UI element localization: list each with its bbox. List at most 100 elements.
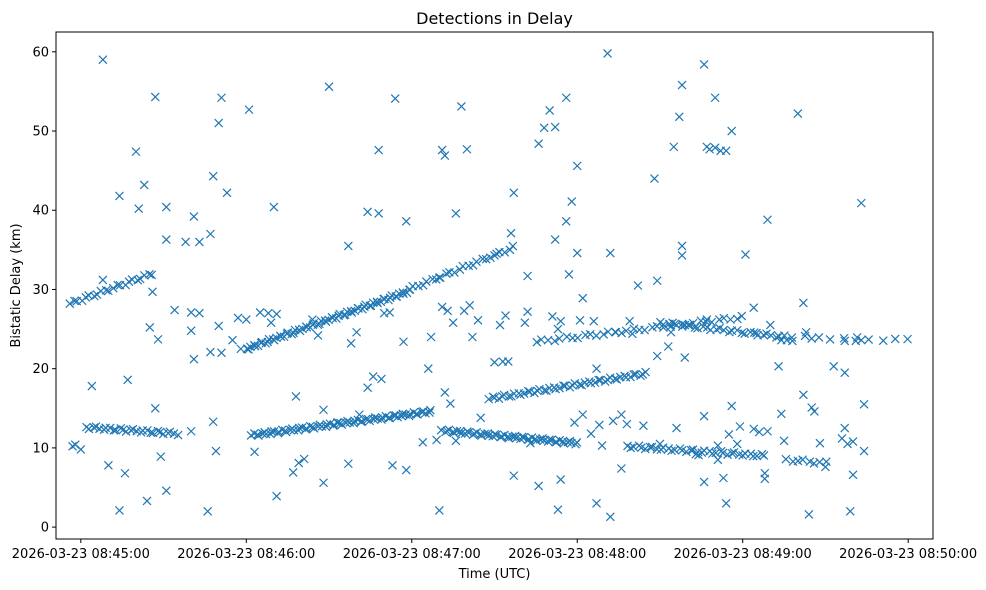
chart-title: Detections in Delay xyxy=(416,9,573,28)
detection-marker xyxy=(265,429,275,439)
detection-marker xyxy=(859,446,869,456)
detection-marker xyxy=(573,333,583,343)
detection-marker xyxy=(116,423,126,433)
detection-marker xyxy=(705,144,715,154)
detection-marker xyxy=(765,320,775,330)
detection-marker xyxy=(622,419,632,429)
detection-marker xyxy=(664,319,674,329)
detection-marker xyxy=(752,451,762,461)
detection-marker xyxy=(258,428,267,438)
detection-marker xyxy=(445,399,455,408)
detection-marker xyxy=(759,451,769,460)
detection-marker xyxy=(236,344,246,354)
plot-area xyxy=(56,32,933,539)
detection-marker xyxy=(437,302,447,312)
y-axis-label: Bistatic Delay (km) xyxy=(9,223,24,347)
detection-marker xyxy=(562,332,572,342)
detection-marker xyxy=(456,102,466,111)
detection-marker xyxy=(418,437,428,447)
detection-marker xyxy=(302,322,312,332)
detection-marker xyxy=(503,432,513,442)
y-tick-label: 40 xyxy=(32,204,49,219)
detection-marker xyxy=(276,332,286,342)
detection-marker xyxy=(603,327,613,337)
detection-marker xyxy=(856,198,866,208)
detection-marker xyxy=(669,142,679,152)
detection-marker xyxy=(451,436,461,446)
detection-marker xyxy=(617,328,627,338)
detection-marker xyxy=(476,413,486,423)
detection-marker xyxy=(763,426,772,436)
detection-marker xyxy=(686,445,696,455)
detection-marker xyxy=(139,180,149,190)
detection-marker xyxy=(599,330,609,339)
detection-marker xyxy=(401,465,411,475)
detection-marker xyxy=(594,375,604,385)
detection-marker xyxy=(633,281,643,290)
detection-marker xyxy=(478,254,488,264)
detection-marker xyxy=(605,248,615,258)
detection-marker xyxy=(534,139,544,149)
detection-marker xyxy=(343,241,353,251)
detection-marker xyxy=(186,326,196,336)
x-tick-label: 2026-03-23 08:50:00 xyxy=(839,547,977,562)
detection-marker xyxy=(208,171,218,181)
detection-marker xyxy=(425,405,435,415)
detection-marker xyxy=(724,430,734,439)
detection-marker xyxy=(343,416,352,426)
detection-marker xyxy=(825,335,835,344)
detection-marker xyxy=(294,458,304,468)
detection-marker xyxy=(289,425,299,435)
detection-marker xyxy=(153,334,163,344)
detection-marker xyxy=(545,106,555,115)
detection-marker xyxy=(328,313,338,323)
detection-marker xyxy=(640,325,650,335)
detection-marker xyxy=(421,277,431,286)
detection-marker xyxy=(161,202,171,212)
detection-marker xyxy=(636,371,646,381)
y-tick-label: 10 xyxy=(32,441,49,456)
detection-marker xyxy=(519,389,529,399)
detection-marker xyxy=(354,410,364,420)
detection-marker xyxy=(674,112,684,122)
detection-marker xyxy=(809,407,819,416)
detection-marker xyxy=(500,247,510,257)
detection-marker xyxy=(556,475,566,485)
detection-marker xyxy=(670,445,680,455)
detection-marker xyxy=(490,357,499,367)
detection-marker xyxy=(214,118,224,128)
detection-marker xyxy=(134,204,144,214)
detection-marker xyxy=(672,320,681,330)
y-tick-label: 60 xyxy=(32,45,49,60)
detection-marker xyxy=(388,460,397,470)
detection-marker xyxy=(629,442,638,452)
detection-marker xyxy=(840,368,850,378)
detection-marker xyxy=(399,337,408,347)
detection-marker xyxy=(103,460,113,470)
detection-marker xyxy=(448,318,458,328)
x-tick-label: 2026-03-23 08:49:00 xyxy=(674,547,812,562)
detection-marker xyxy=(616,464,626,473)
detection-marker xyxy=(710,143,720,153)
detection-marker xyxy=(101,285,111,295)
detection-marker xyxy=(241,315,251,324)
detection-marker xyxy=(840,423,850,433)
detection-marker xyxy=(519,432,529,442)
detection-marker xyxy=(148,287,157,297)
detection-marker xyxy=(677,80,687,90)
detection-marker xyxy=(520,318,530,328)
detection-marker xyxy=(726,315,735,324)
detection-marker xyxy=(468,332,477,342)
detection-marker xyxy=(848,437,858,446)
detection-marker xyxy=(629,370,639,379)
detection-marker xyxy=(647,442,657,452)
detection-marker xyxy=(638,421,648,431)
detection-marker xyxy=(404,411,414,421)
detection-marker xyxy=(555,435,565,445)
y-tick-label: 0 xyxy=(41,521,49,536)
detection-marker xyxy=(732,314,742,324)
detection-marker xyxy=(495,320,505,330)
detection-marker xyxy=(253,431,263,441)
detection-marker xyxy=(76,445,86,454)
detection-marker xyxy=(570,418,579,427)
